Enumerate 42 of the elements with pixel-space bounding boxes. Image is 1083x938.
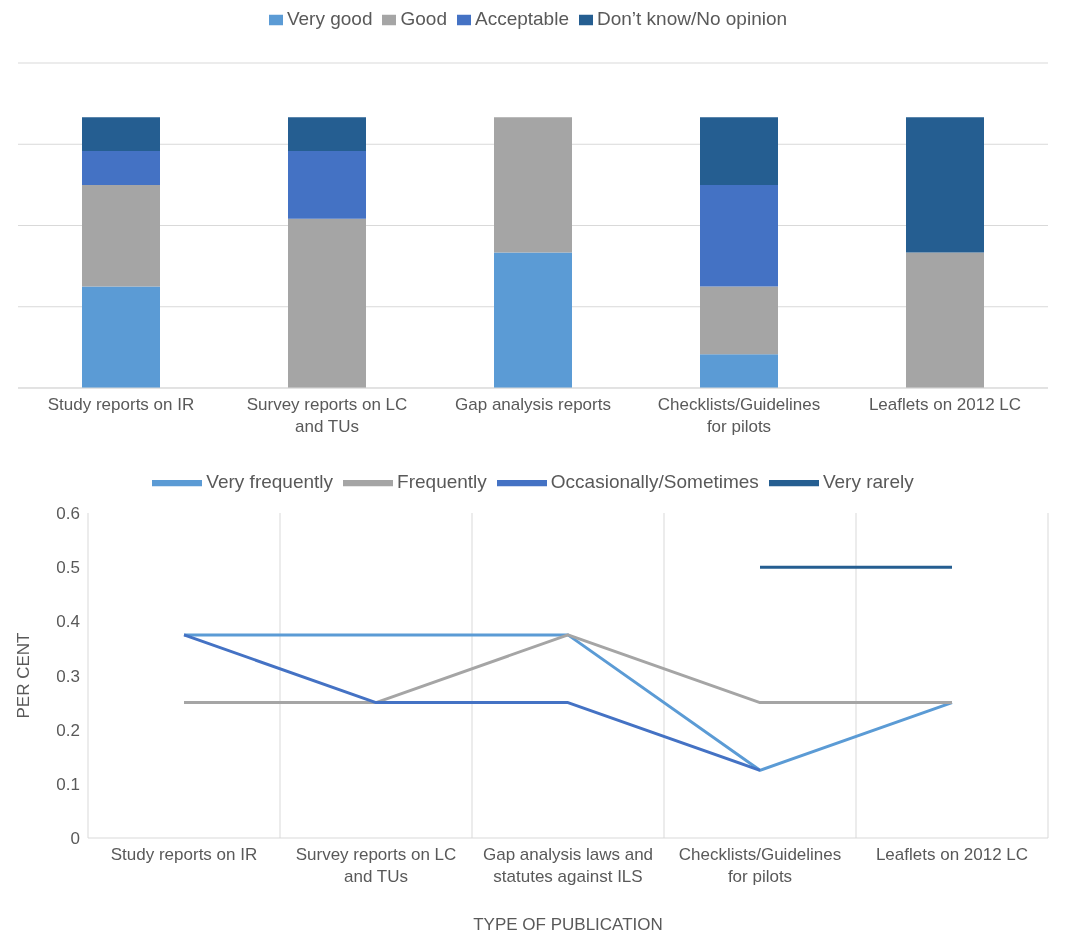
legend-label: Frequently (397, 471, 487, 493)
y-axis-title: PER CENT (14, 632, 34, 719)
y-tick-label: 0.3 (56, 666, 80, 686)
bar (82, 286, 160, 388)
bar (906, 252, 984, 388)
x-tick-label: Survey reports on LC and TUs (295, 845, 457, 886)
x-tick-label: Leaflets on 2012 LC (875, 845, 1029, 864)
x-tick-label: Study reports on IR (47, 395, 195, 414)
bar (288, 117, 366, 152)
x-axis-title: TYPE OF PUBLICATION (473, 915, 663, 934)
bar (494, 117, 572, 253)
y-tick-label: 0.4 (56, 612, 80, 632)
bar (700, 184, 778, 287)
x-tick-label: Study reports on IR (110, 845, 258, 864)
y-tick-label: 0 (70, 829, 80, 849)
bar (700, 286, 778, 355)
bar (700, 117, 778, 185)
bar (494, 252, 572, 388)
legend-label: Acceptable (474, 8, 569, 29)
legend-label: Very good (286, 8, 373, 29)
bar (82, 151, 160, 185)
bar (288, 151, 366, 219)
y-tick-label: 0.1 (56, 774, 80, 794)
legend-label: Good (400, 8, 447, 29)
legend-label: Very rarely (822, 471, 914, 493)
x-tick-label: Checklists/Guidelines for pilots (678, 845, 842, 886)
bar (82, 184, 160, 287)
y-tick-label: 0.6 (56, 504, 80, 524)
x-tick-label: Survey reports on LC and TUs (246, 395, 408, 436)
x-tick-label: Gap analysis laws and statutes against ILS (482, 845, 654, 886)
x-tick-label: Leaflets on 2012 LC (868, 395, 1022, 414)
legend-label: Occasionally/Sometimes (550, 471, 759, 493)
bar (288, 218, 366, 388)
bar (82, 117, 160, 152)
legend-label: Very frequently (206, 471, 334, 493)
x-tick-label: Checklists/Guidelines for pilots (657, 395, 821, 436)
bar (906, 117, 984, 253)
bar (700, 354, 778, 388)
legend-label: Don’t know/No opinion (596, 8, 788, 29)
x-tick-label: Gap analysis reports (455, 395, 611, 414)
y-tick-label: 0.2 (56, 720, 80, 740)
y-tick-label: 0.5 (56, 558, 80, 578)
